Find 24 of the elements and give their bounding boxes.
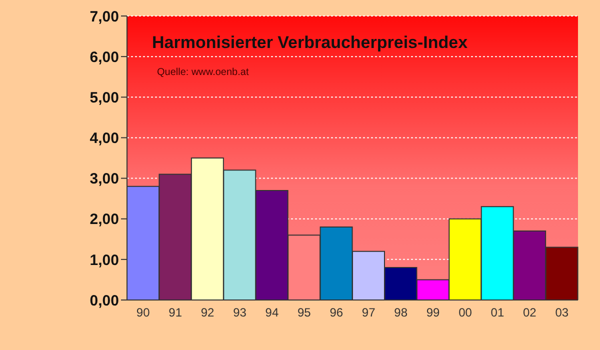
x-tick-label: 96: [330, 306, 344, 320]
x-tick-label: 01: [490, 306, 504, 320]
x-tick-label: 99: [426, 306, 440, 320]
y-tick-label: 3,00: [90, 170, 119, 188]
text: Harmonisierter Verbraucherpreis-Index: [152, 33, 468, 53]
y-tick-label: 5,00: [90, 89, 119, 106]
y-tick-label: 4,00: [90, 130, 119, 148]
x-tick-label: 95: [298, 306, 312, 320]
annotation: Quelle: www.oenb.at: [157, 67, 249, 78]
x-tick-label: 92: [200, 306, 215, 320]
x-tick-label: 97: [362, 306, 376, 320]
x-tick-label: 02: [523, 306, 537, 320]
x-tick-label: 98: [394, 306, 408, 320]
x-tick-label: 90: [136, 306, 150, 320]
y-tick-label: 6,00: [90, 48, 119, 66]
y-tick-label: 1,00: [90, 252, 119, 269]
y-tick-label: 0,00: [90, 292, 119, 310]
x-tick-label: 94: [265, 306, 279, 320]
x-tick-label: 93: [233, 306, 247, 320]
x-tick-label: 91: [168, 306, 182, 320]
y-tick-label: 2,00: [90, 211, 119, 228]
x-tick-label: 03: [555, 306, 569, 320]
y-tick-label: 7,00: [90, 8, 119, 26]
x-tick-label: 00: [458, 306, 472, 320]
